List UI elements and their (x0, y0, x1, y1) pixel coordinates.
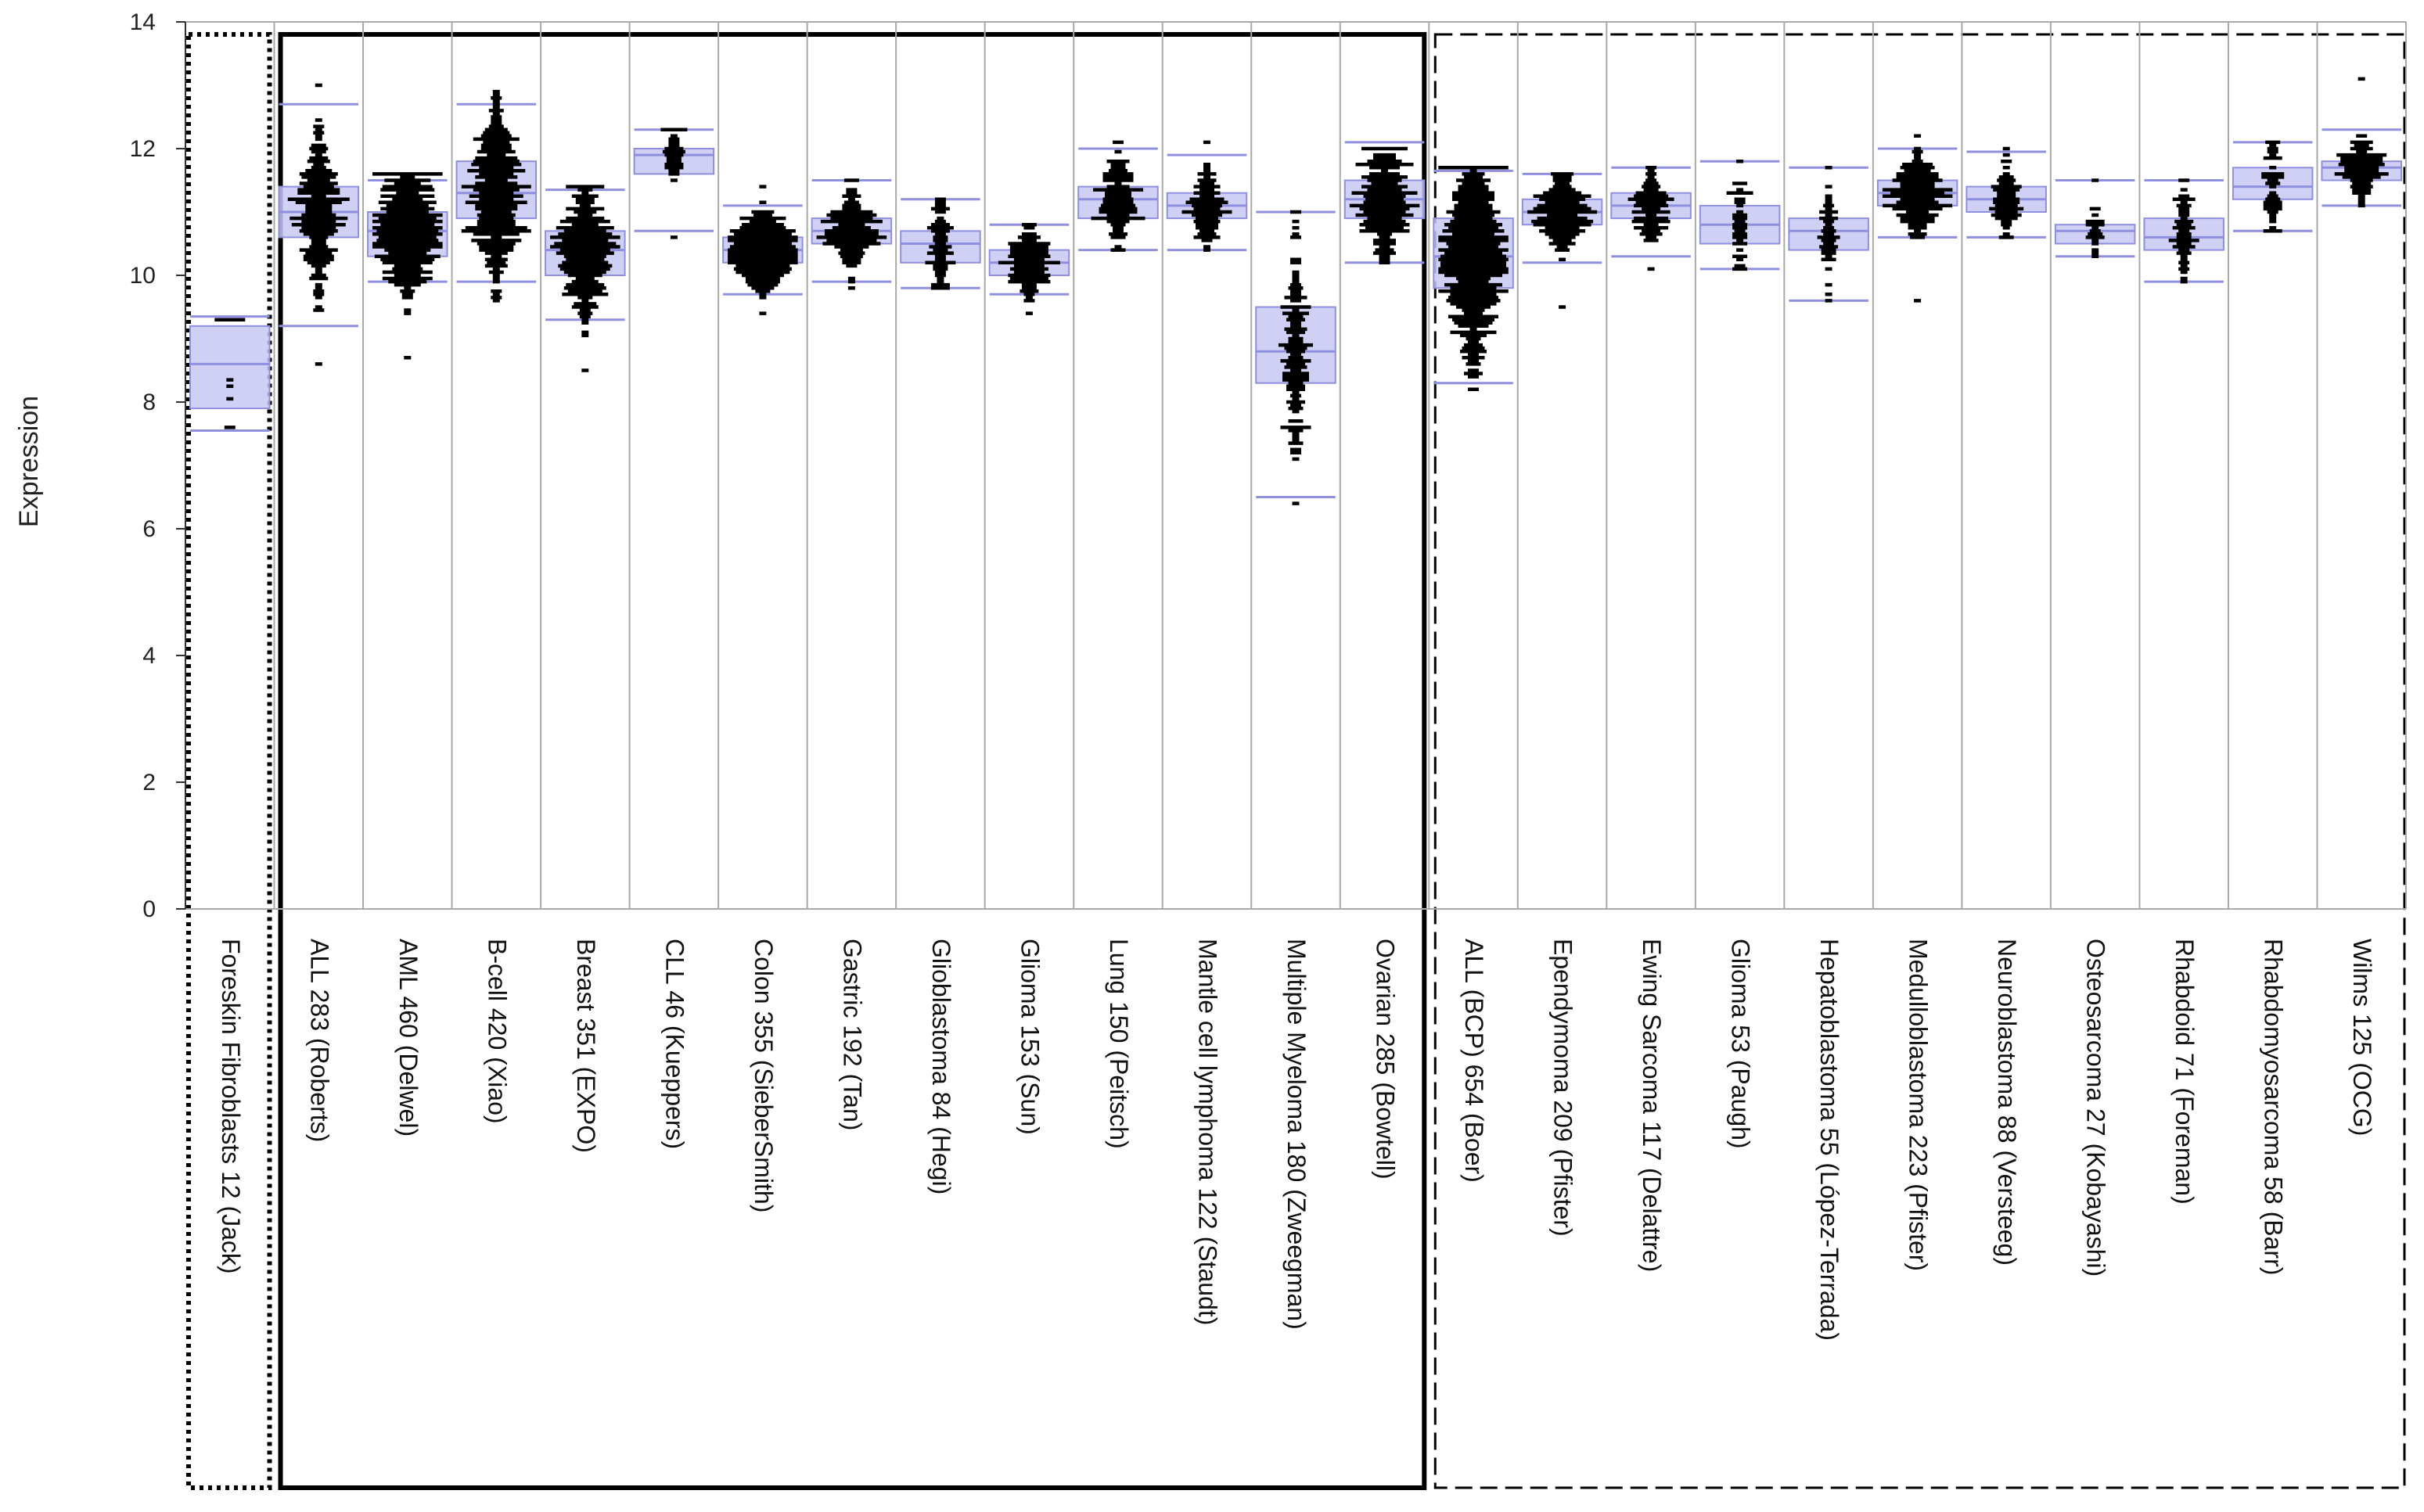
y-tick-label: 10 (130, 263, 156, 289)
y-tick-label: 6 (142, 516, 156, 542)
y-tick-label: 8 (142, 390, 156, 415)
x-tick-label: B-cell 420 (Xiao) (483, 939, 511, 1124)
x-tick-label: Lung 150 (Peitsch) (1105, 939, 1133, 1149)
x-tick-label: Colon 355 (SieberSmith) (750, 939, 778, 1212)
category-labels: Foreskin Fibroblasts 12 (Jack) ALL 283 (R… (217, 939, 2376, 1341)
dots-breast-351-expo (550, 185, 620, 372)
dot-path-foreskin-fibroblasts-12-jack (214, 318, 246, 429)
dots-glioma-153-sun (998, 222, 1060, 315)
dot-path-cll-46-kueppers (660, 127, 688, 239)
dots-glioma-53-paugh (1726, 159, 1753, 271)
dots-lung-150-peitsch (1091, 140, 1145, 252)
y-axis-title: Expression (14, 396, 44, 527)
dots-b-cell-420-xiao (461, 89, 531, 303)
x-tick-label: Foreskin Fibroblasts 12 (Jack) (217, 939, 245, 1274)
x-tick-label: Mantle cell lymphoma 122 (Staudt) (1193, 939, 1221, 1325)
box-foreskin-fibroblasts-12-jack (189, 325, 271, 410)
dots-glioblastoma-84-hegi (925, 197, 956, 290)
y-axis: 0 2 4 6 8 10 12 14 (130, 9, 186, 922)
dots-aml-460-delwel (372, 172, 443, 360)
dot-path-neuroblastoma-88-versteeg (1989, 146, 2024, 239)
x-tick-label: CLL 46 (Kueppers) (660, 939, 689, 1149)
dots-cll-46-kueppers (660, 127, 688, 239)
dot-path-wilms-125-ocg (2334, 77, 2389, 208)
dots-gastric-192-tan (816, 178, 887, 290)
dot-path-ewing-sarcoma-117-delattre (1627, 166, 1674, 271)
dot-path-b-cell-420-xiao (461, 89, 531, 303)
group-frames (186, 32, 2406, 1490)
group-frame-adult-tumors (278, 32, 1427, 1490)
data-point-strips (214, 77, 2389, 505)
x-tick-label: Multiple Myeloma 180 (Zweegman) (1282, 939, 1311, 1330)
dot-path-colon-355-siebersmith (728, 185, 798, 315)
dot-path-all-bcp-654-boer (1438, 166, 1509, 392)
x-tick-label: ALL 283 (Roberts) (305, 939, 333, 1142)
y-tick-label: 14 (130, 9, 156, 35)
dots-all-bcp-654-boer (1438, 166, 1509, 392)
x-tick-label: Breast 351 (EXPO) (572, 939, 600, 1153)
dot-path-osteosarcoma-27-kobayashi (2085, 178, 2105, 258)
dot-path-ependymoma-209-pfister (1527, 172, 1598, 309)
x-tick-label: Ovarian 285 (Bowtell) (1372, 939, 1400, 1180)
y-tick-label: 0 (142, 896, 156, 922)
dots-colon-355-siebersmith (728, 185, 798, 315)
x-tick-label: Hepatoblastoma 55 (López-Terrada) (1815, 939, 1843, 1341)
dots-rhabdoid-71-foreman (2168, 178, 2199, 284)
dots-foreskin-fibroblasts-12-jack (214, 318, 246, 429)
x-tick-label: Glioblastoma 84 (Hegi) (927, 939, 955, 1194)
dots-ependymoma-209-pfister (1527, 172, 1598, 309)
dots-wilms-125-ocg (2334, 77, 2389, 208)
x-tick-label: Osteosarcoma 27 (Kobayashi) (2082, 939, 2110, 1277)
y-tick-label: 12 (130, 136, 156, 162)
y-tick-label: 4 (142, 643, 156, 669)
dot-path-glioblastoma-84-hegi (925, 197, 956, 290)
dot-path-lung-150-peitsch (1091, 140, 1145, 252)
dots-medulloblastoma-223-pfister (1882, 134, 1953, 303)
dot-path-glioma-153-sun (998, 222, 1060, 315)
dots-all-283-roberts (287, 83, 350, 366)
x-tick-label: Gastric 192 (Tan) (838, 939, 866, 1130)
dot-path-rhabdoid-71-foreman (2168, 178, 2199, 284)
x-tick-label: Glioma 53 (Paugh) (1727, 939, 1755, 1149)
x-tick-label: Glioma 153 (Sun) (1016, 939, 1044, 1135)
group-frame-pediatric-tumors (1433, 33, 2406, 1489)
dots-ewing-sarcoma-117-delattre (1627, 166, 1674, 271)
x-tick-label: Neuroblastoma 88 (Versteeg) (1993, 939, 2021, 1266)
dots-hepatoblastoma-55-lopez-terrada (1817, 166, 1840, 303)
dot-path-glioma-53-paugh (1726, 159, 1753, 271)
dots-neuroblastoma-88-versteeg (1989, 146, 2024, 239)
group-frame-normal (186, 32, 272, 1490)
dots-osteosarcoma-27-kobayashi (2085, 178, 2105, 258)
x-tick-label: Ewing Sarcoma 117 (Delattre) (1638, 939, 1666, 1272)
category-columns (185, 21, 2407, 910)
dot-path-multiple-myeloma-180-zweegman (1279, 210, 1313, 505)
dot-path-mantle-cell-lymphoma-122-staudt (1181, 140, 1232, 252)
dot-path-aml-460-delwel (372, 172, 443, 360)
dot-path-gastric-192-tan (816, 178, 887, 290)
x-tick-label: Rhabdoid 71 (Foreman) (2170, 939, 2199, 1205)
x-tick-label: Medulloblastoma 223 (Pfister) (1904, 939, 1933, 1271)
x-tick-label: Ependymoma 209 (Pfister) (1549, 939, 1577, 1237)
x-tick-label: AML 460 (Delwel) (394, 939, 423, 1137)
dot-path-ovarian-285-bowtell (1349, 146, 1420, 265)
dot-path-breast-351-expo (550, 185, 620, 372)
dots-mantle-cell-lymphoma-122-staudt (1181, 140, 1232, 252)
dot-path-all-283-roberts (287, 83, 350, 366)
dot-path-medulloblastoma-223-pfister (1882, 134, 1953, 303)
x-tick-label: Rhabdomyosarcoma 58 (Barr) (2260, 939, 2288, 1275)
x-tick-label: Wilms 125 (OCG) (2348, 939, 2376, 1136)
y-tick-label: 2 (142, 770, 156, 796)
dot-path-hepatoblastoma-55-lopez-terrada (1817, 166, 1840, 303)
dots-rhabdomyosarcoma-58-barr (2261, 140, 2285, 233)
x-tick-label: ALL (BCP) 654 (Boer) (1460, 939, 1488, 1183)
dots-multiple-myeloma-180-zweegman (1279, 210, 1313, 505)
dots-ovarian-285-bowtell (1349, 146, 1420, 265)
dot-path-rhabdomyosarcoma-58-barr (2261, 140, 2285, 233)
